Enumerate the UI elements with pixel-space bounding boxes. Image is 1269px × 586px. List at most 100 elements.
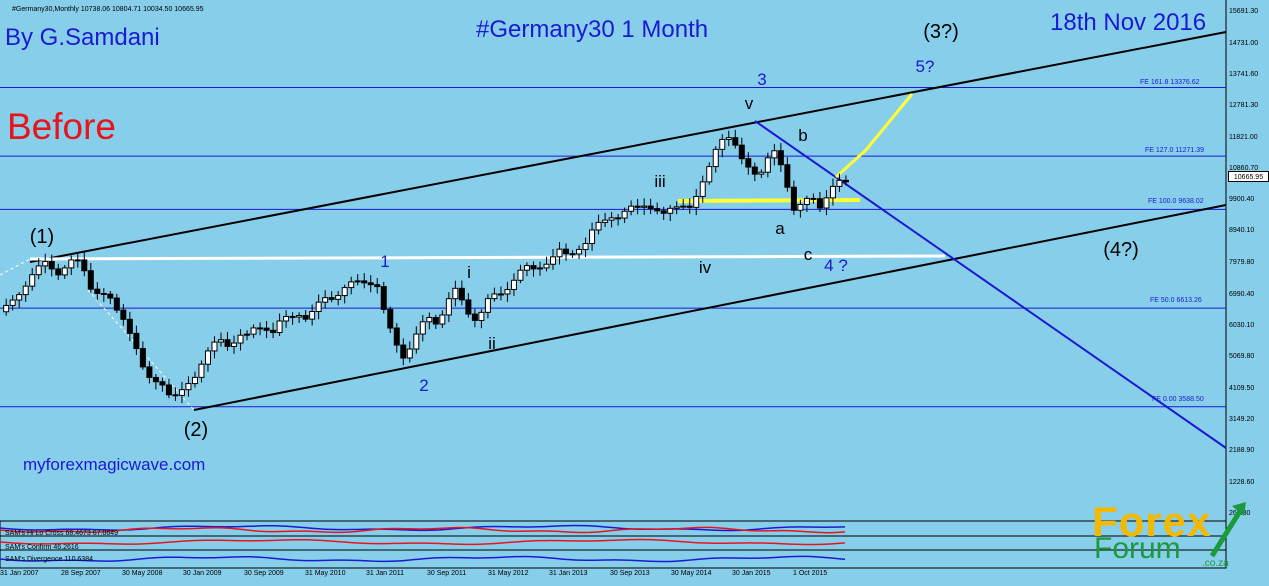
wave-label-4-paren: (4?) <box>1103 239 1139 261</box>
x-tick: 1 Oct 2015 <box>793 570 828 577</box>
candle-body <box>621 210 628 219</box>
candle-body <box>400 344 407 359</box>
candle-body <box>751 166 758 175</box>
candle-body <box>42 260 49 267</box>
wave-label-3: 3 <box>757 70 767 89</box>
candle-body <box>159 381 166 386</box>
candle-body <box>61 267 68 276</box>
x-tick: 28 Sep 2007 <box>61 570 101 577</box>
candle-body <box>556 248 563 258</box>
candle-body <box>289 315 296 318</box>
website-label: myforexmagicwave.com <box>23 455 206 474</box>
candle-body <box>550 256 557 265</box>
candle-body <box>777 150 784 166</box>
wave-label-b: b <box>798 126 808 145</box>
wave-label-5: 5? <box>915 57 935 76</box>
candle-body <box>823 197 830 209</box>
candle-body <box>178 389 185 396</box>
candle-body <box>218 339 224 343</box>
candle-body <box>504 289 511 295</box>
candle-body <box>634 205 641 208</box>
candle-body <box>211 341 218 352</box>
fib-label-50: FE 50.0 6613.26 <box>1150 297 1202 304</box>
wave-label-1-paren: (1) <box>29 226 55 248</box>
fib-label-127: FE 127.0 11271.39 <box>1145 147 1205 154</box>
wave-label-i: i <box>467 263 471 282</box>
indicator-label-hilo: SAM's Hi Lo Cross 68.4673 67.0649 <box>5 530 119 537</box>
candle-body <box>413 333 420 350</box>
candle-body <box>361 280 368 284</box>
projection-horizontal <box>677 198 861 203</box>
candle-body <box>55 268 62 276</box>
candle-body <box>458 287 465 301</box>
candle-body <box>302 315 309 320</box>
candle-body <box>426 317 433 323</box>
x-tick: 30 Jan 2015 <box>732 570 771 577</box>
candle-body <box>530 265 537 270</box>
author-label: By G.Samdani <box>5 24 160 51</box>
y-tick: 14731.00 <box>1229 40 1259 47</box>
candle-body <box>126 318 133 334</box>
candle-body <box>816 198 823 209</box>
channel-lower-line <box>193 204 1227 411</box>
candle-body <box>16 294 23 301</box>
candle-body <box>471 313 478 321</box>
x-tick: 31 May 2010 <box>305 570 346 577</box>
candle-body <box>276 320 283 334</box>
candle-body <box>374 284 381 288</box>
y-tick: 11821.00 <box>1229 134 1258 141</box>
y-tick: 5069.80 <box>1229 353 1255 360</box>
channel-upper-line <box>29 31 1227 263</box>
wave-label-v: v <box>744 94 754 113</box>
y-tick: 2188.90 <box>1229 447 1255 454</box>
candle-body <box>133 332 140 350</box>
candle-body <box>465 299 472 315</box>
candle-body <box>842 179 849 183</box>
candle-body <box>484 298 491 313</box>
candle-body <box>387 308 394 329</box>
candle-body <box>673 206 680 209</box>
y-tick: 6990.40 <box>1229 291 1255 298</box>
y-tick: 15691.30 <box>1229 8 1259 15</box>
wave-label-iii: iii <box>654 172 666 191</box>
candle-body <box>829 185 836 199</box>
chart-header-symbol: #Germany30,Monthly 10738.06 10804.71 100… <box>12 6 204 13</box>
candle-body <box>686 205 693 208</box>
candle-body <box>393 327 400 346</box>
candle-body <box>647 205 654 210</box>
candle-body <box>94 288 101 294</box>
candle-body <box>732 137 739 146</box>
candle-body <box>569 253 576 256</box>
candle-body <box>602 219 609 223</box>
candle-body <box>296 315 303 318</box>
candle-body <box>191 376 198 385</box>
indicator-hilo-red <box>0 526 846 534</box>
candle-body <box>172 394 179 397</box>
candle-body <box>615 217 622 220</box>
y-tick: 1228.60 <box>1229 479 1255 486</box>
y-tick: 6030.10 <box>1229 322 1255 329</box>
indicator-label-confirm: SAM's Confirm 46.2616 <box>5 544 79 551</box>
y-tick: 10860.70 <box>1229 165 1259 172</box>
date-label: 18th Nov 2016 <box>1050 9 1207 36</box>
candle-body <box>517 269 524 281</box>
candle-body <box>231 342 238 347</box>
wave-label-2: 2 <box>419 376 429 395</box>
candle-body <box>582 243 589 250</box>
candle-body <box>628 205 635 212</box>
indicator-divergence-line <box>0 555 846 563</box>
x-tick: 30 May 2014 <box>671 570 712 577</box>
candle-body <box>491 293 498 300</box>
candle-body <box>3 304 10 313</box>
candle-body <box>836 179 843 187</box>
candle-body <box>68 259 75 269</box>
x-tick: 31 Jan 2013 <box>549 570 588 577</box>
candle-body <box>719 138 726 150</box>
candle-body <box>419 321 426 335</box>
projection-wave5 <box>834 93 914 179</box>
y-tick: 3149.20 <box>1229 416 1255 423</box>
candle-body <box>348 281 355 289</box>
downtrend-line <box>754 120 1227 449</box>
logo-domain-text: .co.za <box>1202 558 1229 569</box>
